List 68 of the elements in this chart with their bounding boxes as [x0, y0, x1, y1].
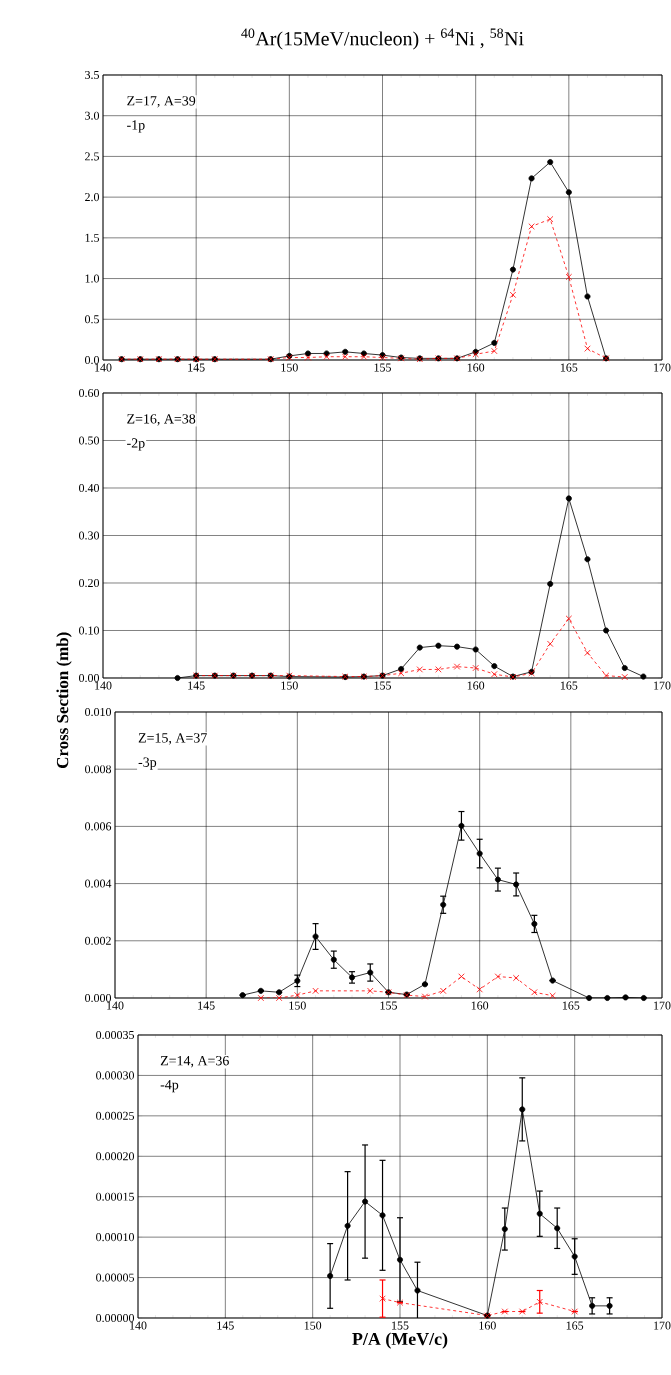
y-tick-label: 0.00000: [96, 1313, 135, 1323]
y-tick-label: 0.000: [85, 993, 112, 1003]
y-tick-label: 1.0: [85, 274, 100, 283]
y-tick-label: 0.00035: [96, 1030, 135, 1040]
y-tick-label: 0.010: [85, 707, 112, 717]
y-tick-label: 0.002: [85, 936, 111, 945]
x-tick-label: 145: [188, 681, 205, 690]
y-tick-label: 3.5: [85, 70, 100, 80]
y-tick-label: 0.00: [79, 673, 100, 683]
y-tick-label: 0.00005: [96, 1273, 135, 1282]
x-tick-label: 165: [562, 1001, 580, 1010]
x-tick-label: 155: [380, 1001, 398, 1010]
y-tick-label: 0.50: [79, 436, 100, 445]
x-tick-label: 155: [374, 363, 392, 372]
y-tick-label: 3.0: [85, 111, 100, 120]
y-tick-label: 0.0: [84, 355, 100, 365]
x-tick-label: 140: [95, 363, 112, 372]
x-tick-label: 170: [654, 363, 671, 372]
x-tick-label: 140: [95, 681, 112, 690]
annotation: -2p: [127, 438, 145, 451]
y-tick-label: 1.5: [85, 233, 100, 242]
annotation: -4p: [160, 1080, 179, 1093]
y-tick-label: 0.30: [79, 531, 100, 540]
x-axis-title: P/A (MeV/c): [352, 1332, 448, 1349]
y-tick-label: 0.60: [79, 388, 100, 398]
y-tick-label: 0.00025: [96, 1111, 135, 1120]
annotation: -3p: [138, 757, 157, 770]
x-tick-label: 160: [471, 1001, 489, 1010]
x-tick-label: 150: [289, 1001, 306, 1010]
x-tick-label: 155: [374, 681, 392, 690]
x-tick-label: 145: [217, 1321, 234, 1330]
y-tick-label: 0.40: [79, 483, 100, 493]
annotation: Z=17, A=39: [127, 96, 196, 108]
x-tick-label: 160: [467, 363, 485, 372]
y-tick-label: 0.004: [85, 879, 112, 888]
annotation: Z=16, A=38: [127, 414, 196, 426]
x-tick-label: 150: [281, 681, 298, 690]
annotation: Z=14, A=36: [160, 1056, 229, 1068]
y-tick-label: 0.006: [85, 822, 112, 831]
chart-title: $^{40}$Ar(15MeV/nucleon) + $^{64}$Ni , $^{58}$Ni: [241, 28, 524, 50]
y-tick-label: 0.00030: [96, 1071, 135, 1080]
x-tick-label: 165: [560, 363, 578, 372]
y-tick-label: 0.00015: [96, 1192, 135, 1201]
annotation: Z=15, A=37: [138, 733, 207, 745]
x-tick-label: 160: [467, 681, 485, 690]
y-tick-label: 0.10: [79, 626, 100, 635]
x-tick-label: 165: [560, 681, 578, 690]
x-tick-label: 150: [281, 363, 298, 372]
x-tick-label: 140: [107, 1001, 124, 1010]
y-tick-label: 0.5: [84, 315, 100, 324]
y-tick-label: 0.00020: [96, 1152, 135, 1161]
y-tick-label: 0.00010: [96, 1233, 135, 1242]
x-tick-label: 155: [392, 1321, 409, 1330]
y-tick-label: 0.20: [79, 578, 100, 588]
y-tick-label: 2.0: [85, 193, 100, 202]
x-tick-label: 160: [479, 1321, 496, 1330]
y-tick-label: 0.008: [85, 765, 112, 774]
x-tick-label: 145: [188, 363, 205, 372]
x-tick-label: 140: [130, 1321, 147, 1330]
x-tick-label: 165: [566, 1321, 584, 1330]
x-tick-label: 170: [654, 681, 671, 690]
y-tick-label: 2.5: [85, 152, 100, 161]
y-axis-title: Cross Section (mb): [56, 632, 72, 768]
x-tick-label: 150: [304, 1321, 322, 1330]
annotation: -1p: [127, 120, 145, 133]
x-tick-label: 145: [198, 1001, 215, 1010]
x-tick-label: 170: [654, 1001, 671, 1010]
x-tick-label: 170: [654, 1321, 671, 1330]
